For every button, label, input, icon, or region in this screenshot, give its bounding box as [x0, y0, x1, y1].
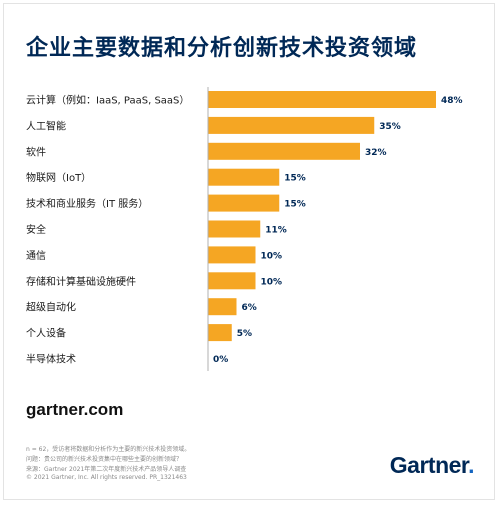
- infographic-frame: [3, 3, 495, 500]
- footnote-copyright: © 2021 Gartner, Inc. All rights reserved…: [26, 474, 187, 481]
- gartner-logo: Gartner.: [389, 452, 475, 479]
- value-label: 0%: [213, 355, 228, 365]
- bar: [208, 220, 261, 238]
- value-label: 32%: [365, 148, 387, 158]
- bar: [208, 168, 280, 186]
- category-label: 软件: [26, 145, 46, 158]
- logo-dot: .: [468, 452, 474, 478]
- category-label: 超级自动化: [26, 301, 76, 314]
- category-label: 人工智能: [26, 119, 66, 132]
- category-label: 安全: [26, 223, 46, 236]
- value-label: 10%: [261, 251, 283, 261]
- category-label: 技术和商业服务（IT 服务）: [26, 197, 148, 210]
- bar: [208, 324, 232, 342]
- logo-text: Gartner: [389, 452, 469, 478]
- category-label: 半导体技术: [26, 353, 76, 366]
- bar: [208, 194, 280, 212]
- bar: [208, 142, 360, 160]
- bar: [208, 272, 256, 290]
- category-label: 物联网（IoT）: [26, 171, 91, 184]
- bar: [208, 116, 375, 134]
- category-label: 云计算（例如：IaaS, PaaS, SaaS）: [26, 94, 189, 107]
- footnote-sample: n = 62，受访者将数据和分析作为主要的新兴技术投资领域。: [26, 446, 191, 453]
- value-label: 35%: [379, 122, 401, 132]
- footnote-question: 问题：贵公司的新兴技术投资集中在哪些主要的创新领域？: [26, 456, 183, 463]
- bar-chart: 云计算（例如：IaaS, PaaS, SaaS） 48% 人工智能 35% 软件 32% 物…: [26, 87, 463, 371]
- value-label: 5%: [237, 329, 252, 339]
- footnote-source: 来源：Gartner 2021年第二次年度新兴技术产品领导人调查: [26, 466, 187, 473]
- bar: [208, 91, 436, 108]
- value-label: 15%: [284, 200, 306, 210]
- value-label: 11%: [265, 226, 287, 236]
- value-label: 10%: [261, 277, 283, 287]
- value-label: 48%: [441, 96, 463, 106]
- category-label: 通信: [26, 250, 46, 262]
- bar: [208, 298, 237, 316]
- category-label: 存储和计算基础设施硬件: [26, 275, 136, 288]
- value-label: 15%: [284, 174, 306, 184]
- bar: [208, 246, 256, 264]
- category-label: 个人设备: [26, 327, 66, 340]
- website-link[interactable]: gartner.com: [26, 400, 124, 419]
- chart-title: 企业主要数据和分析创新技术投资领域: [26, 35, 418, 61]
- value-label: 6%: [242, 303, 257, 313]
